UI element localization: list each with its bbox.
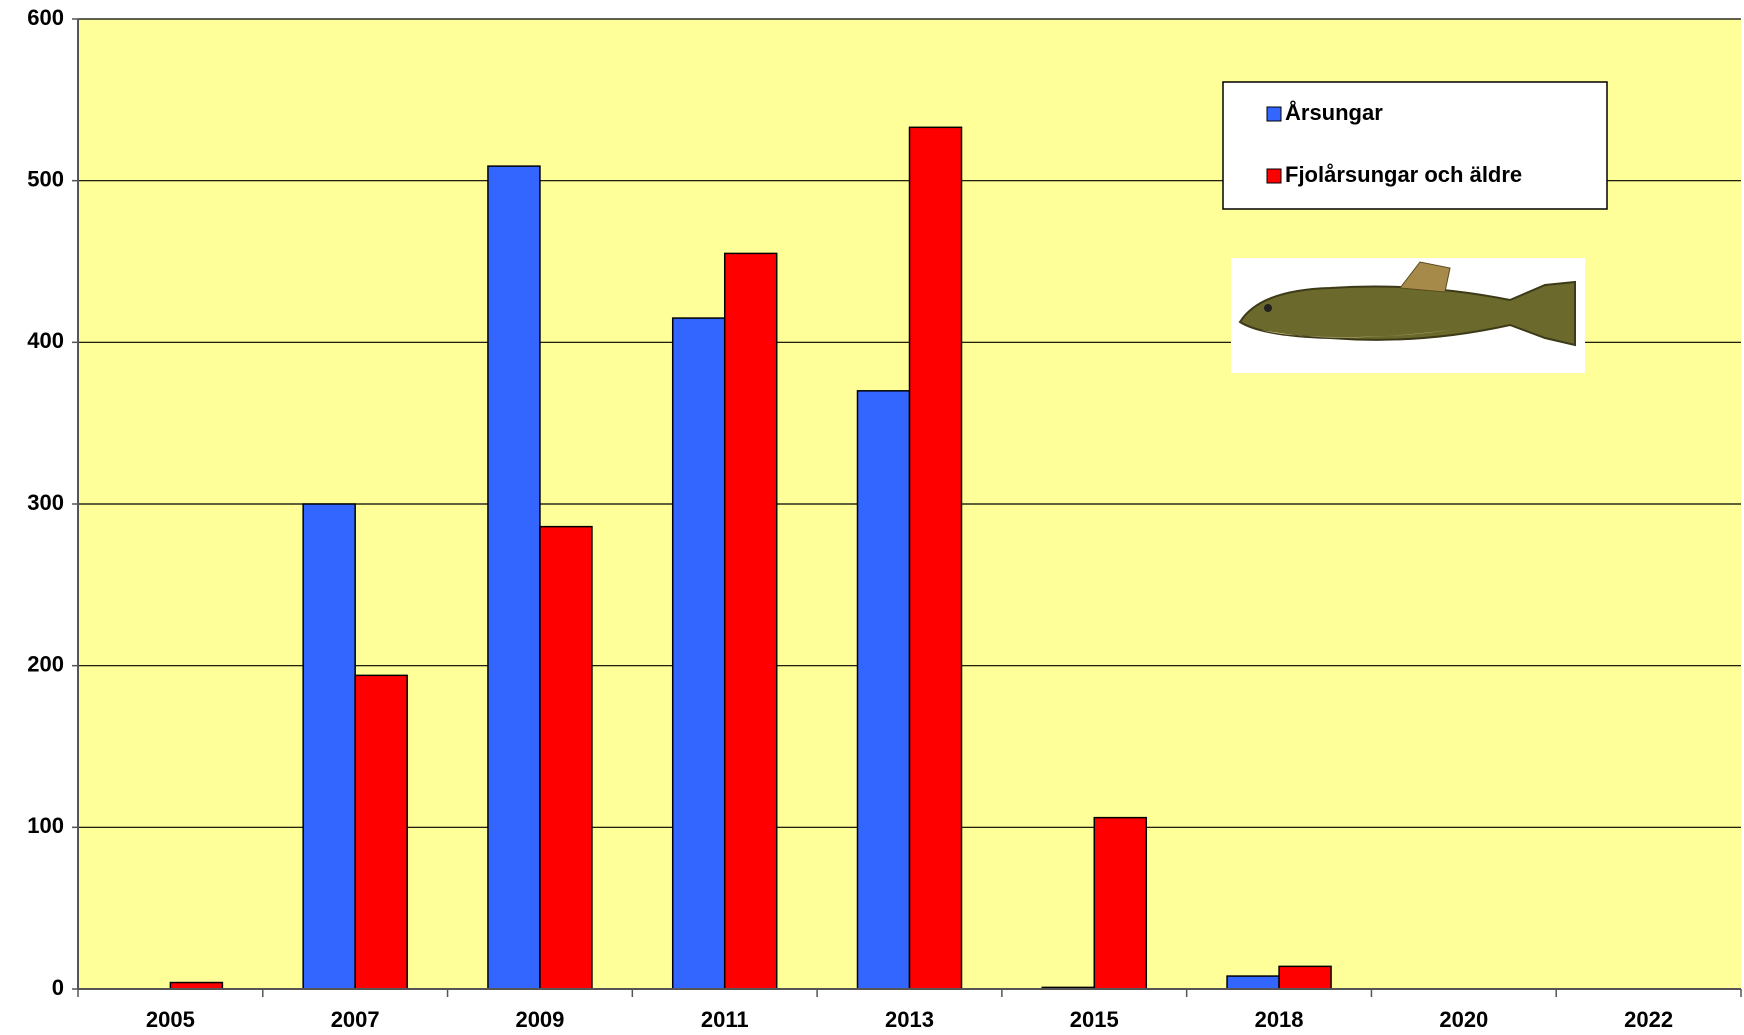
y-tick-label: 300 [27, 490, 64, 515]
y-tick-label: 400 [27, 328, 64, 353]
bar [302, 503, 356, 990]
bar [1278, 965, 1332, 990]
x-tick-label: 2009 [515, 1007, 564, 1032]
x-tick-label: 2015 [1070, 1007, 1119, 1032]
legend-label: Fjolårsungar och äldre [1285, 162, 1522, 187]
bar [1226, 975, 1280, 990]
y-tick-label: 500 [27, 166, 64, 191]
fish-illustration [1231, 258, 1585, 373]
x-tick-label: 2018 [1255, 1007, 1304, 1032]
bar [487, 165, 541, 990]
y-tick-label: 0 [52, 975, 64, 1000]
y-tick-label: 200 [27, 651, 64, 676]
x-tick-label: 2020 [1439, 1007, 1488, 1032]
bar [539, 525, 593, 990]
legend-box [1222, 81, 1608, 210]
bar [671, 317, 726, 990]
bar [354, 674, 408, 990]
x-tick-label: 2007 [331, 1007, 380, 1032]
y-tick-label: 600 [27, 5, 64, 30]
legend-swatch [1266, 168, 1282, 184]
x-tick-label: 2011 [701, 1007, 749, 1032]
bar [1093, 816, 1148, 990]
x-tick-label: 2013 [885, 1007, 934, 1032]
bar [856, 390, 911, 990]
x-tick-label: 2022 [1624, 1007, 1673, 1032]
bar [908, 126, 963, 990]
y-tick-label: 100 [27, 813, 64, 838]
x-tick-label: 2005 [146, 1007, 195, 1032]
bar [723, 252, 778, 990]
legend-label: Årsungar [1285, 99, 1383, 125]
legend-swatch [1266, 106, 1282, 122]
